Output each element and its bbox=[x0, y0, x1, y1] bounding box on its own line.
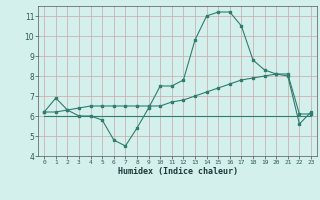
X-axis label: Humidex (Indice chaleur): Humidex (Indice chaleur) bbox=[118, 167, 238, 176]
